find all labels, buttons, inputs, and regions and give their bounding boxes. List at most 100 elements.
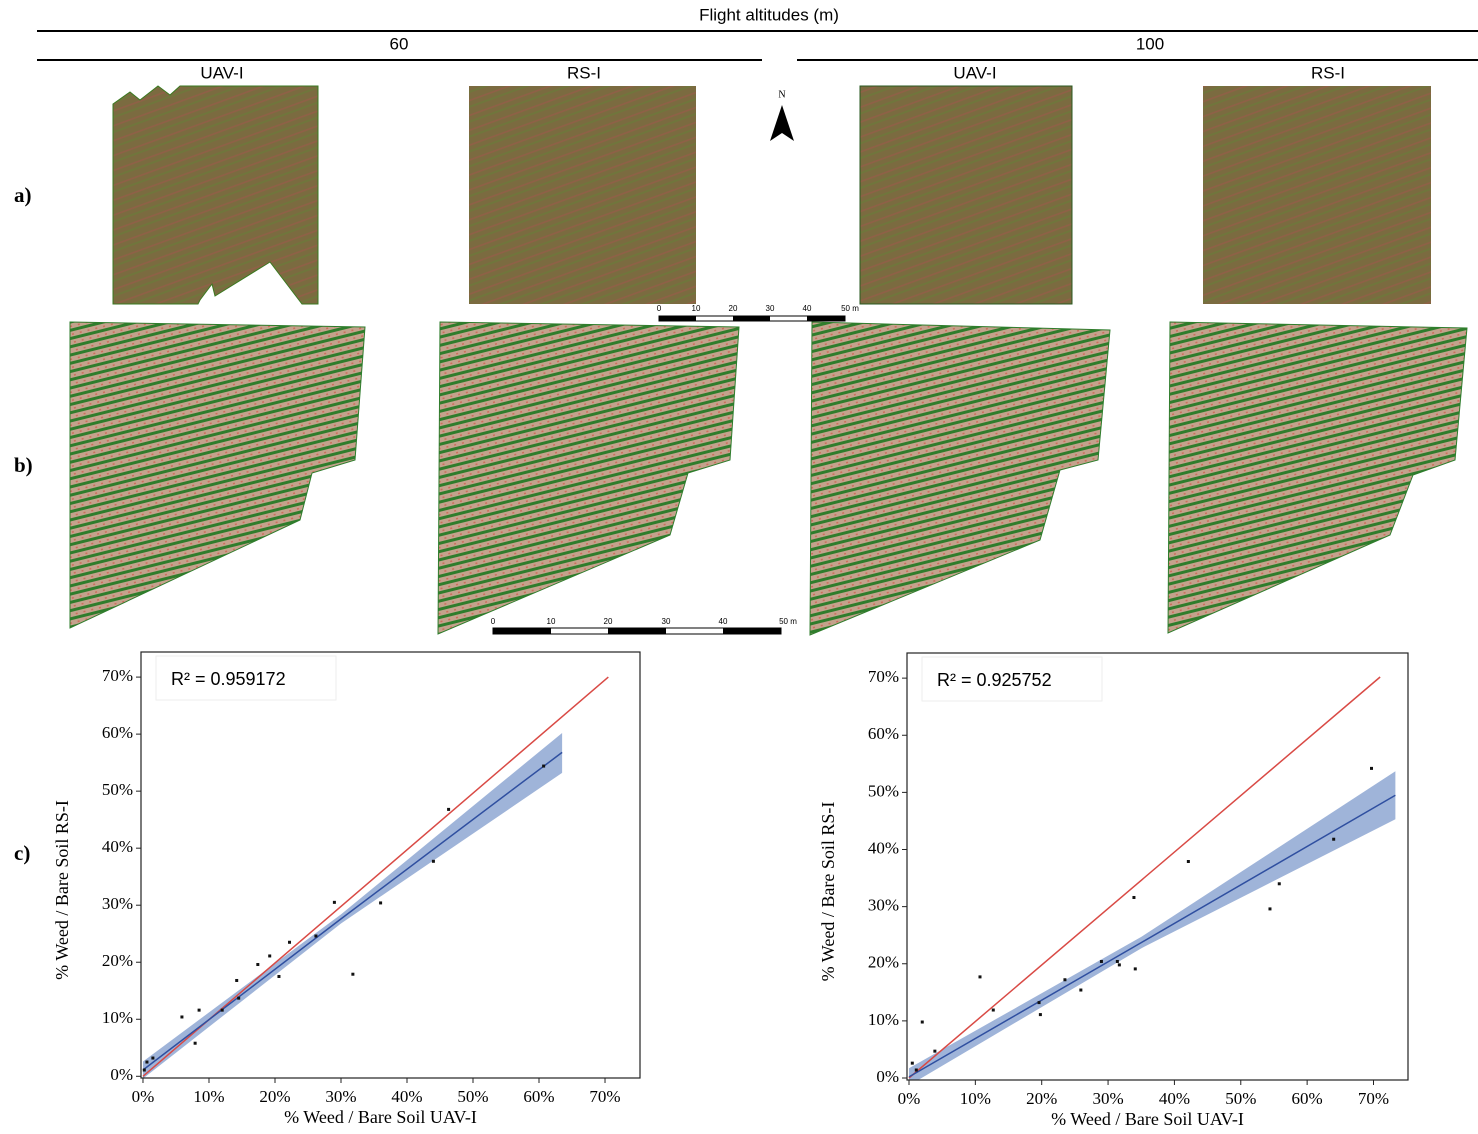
y-tick-label: 20% (102, 951, 133, 970)
data-point (933, 1049, 937, 1053)
y-tick-label: 60% (868, 724, 899, 743)
classification-map (69, 321, 366, 629)
x-axis-label: % Weed / Bare Soil UAV-I (1051, 1109, 1244, 1129)
classification-map (1167, 321, 1468, 634)
data-point (145, 1060, 149, 1064)
x-tick-label: 0% (132, 1087, 155, 1106)
identity-line (908, 676, 1381, 1079)
x-tick-label: 60% (1292, 1089, 1323, 1108)
scale-bar: 0 10 20 30 40 50 m (491, 617, 797, 635)
confidence-band (908, 771, 1396, 1080)
data-point (920, 1020, 924, 1024)
data-point (1117, 963, 1121, 967)
data-point (914, 1068, 918, 1072)
aerial-image (1203, 86, 1431, 304)
aerial-image (469, 86, 696, 304)
sensor: RS-I (567, 63, 601, 82)
data-point (256, 963, 260, 967)
data-point (1132, 895, 1136, 899)
plot-area (142, 676, 609, 1078)
y-tick-label: 30% (102, 894, 133, 913)
data-point (237, 996, 241, 1000)
classification-map (437, 321, 740, 635)
aerial-image (112, 85, 319, 305)
data-point (910, 1061, 914, 1065)
y-tick-label: 40% (868, 838, 899, 857)
scale-label: 20 (729, 304, 738, 313)
scale-bar: 0 10 20 30 40 50 m (657, 304, 859, 322)
data-point (314, 934, 318, 938)
data-point (1277, 882, 1281, 886)
altitude: 60 (390, 34, 409, 53)
x-tick-label: 0% (898, 1089, 921, 1108)
data-point (180, 1015, 184, 1019)
x-tick-label: 40% (1159, 1089, 1190, 1108)
data-point (1268, 907, 1272, 911)
x-tick-label: 50% (1225, 1089, 1256, 1108)
scale-label: 10 (547, 617, 556, 626)
annotation: R² = 0.925752 (937, 670, 1052, 690)
x-tick-label: 30% (325, 1087, 356, 1106)
data-point (431, 859, 435, 863)
y-tick-label: 10% (102, 1008, 133, 1027)
data-point (991, 1008, 995, 1012)
annotation-box (921, 656, 1103, 702)
data-point (268, 954, 272, 958)
aerial-image (859, 85, 1073, 305)
plot-frame (140, 651, 641, 1079)
x-tick-label: 70% (1358, 1089, 1389, 1108)
x-tick-label: 70% (589, 1087, 620, 1106)
y-tick-label: 0% (876, 1067, 899, 1086)
y-tick-label: 60% (102, 723, 133, 742)
data-point (332, 900, 336, 904)
y-tick-label: 20% (868, 953, 899, 972)
x-tick-label: 10% (960, 1089, 991, 1108)
data-point (542, 764, 546, 768)
x-tick-label: 40% (391, 1087, 422, 1106)
data-point (235, 978, 239, 982)
annotation: R² = 0.959172 (171, 669, 286, 689)
altitude: 100 (1136, 34, 1164, 53)
plot-frame (906, 652, 1409, 1081)
sensor: UAV-I (953, 63, 996, 82)
y-tick-label: 10% (868, 1010, 899, 1029)
data-point (1115, 959, 1119, 963)
panel-label: b) (14, 453, 33, 477)
panel-label: a) (14, 183, 32, 207)
confidence-band (142, 732, 563, 1078)
y-tick-label: 70% (868, 667, 899, 686)
x-tick-label: 20% (259, 1087, 290, 1106)
data-point (220, 1008, 224, 1012)
x-tick-label: 30% (1092, 1089, 1123, 1108)
data-point (1079, 988, 1083, 992)
x-tick-label: 60% (523, 1087, 554, 1106)
data-point (1038, 1013, 1042, 1017)
data-point (447, 807, 451, 811)
data-point (1370, 766, 1374, 770)
fit-line (908, 794, 1396, 1078)
sensor: RS-I (1311, 63, 1345, 82)
data-point (1332, 837, 1336, 841)
data-point (351, 972, 355, 976)
panel-label: c) (14, 841, 30, 865)
data-point (379, 901, 383, 905)
data-point (197, 1008, 201, 1012)
y-tick-label: 50% (102, 780, 133, 799)
scale-label: 40 (803, 304, 812, 313)
data-point (288, 940, 292, 944)
scale-label: 10 (692, 304, 701, 313)
y-tick-label: 0% (110, 1065, 133, 1084)
data-point (193, 1041, 197, 1045)
sensor: UAV-I (200, 63, 243, 82)
x-axis-label: % Weed / Bare Soil UAV-I (284, 1107, 477, 1127)
scale-label: 0 (657, 304, 662, 313)
scale-label: 50 m (779, 617, 797, 626)
north-arrow (770, 105, 794, 141)
data-point (978, 975, 982, 979)
plot-area (908, 676, 1396, 1080)
data-point (1063, 978, 1067, 982)
x-tick-label: 20% (1026, 1089, 1057, 1108)
scale-label: 0 (491, 617, 496, 626)
data-point (1133, 967, 1137, 971)
